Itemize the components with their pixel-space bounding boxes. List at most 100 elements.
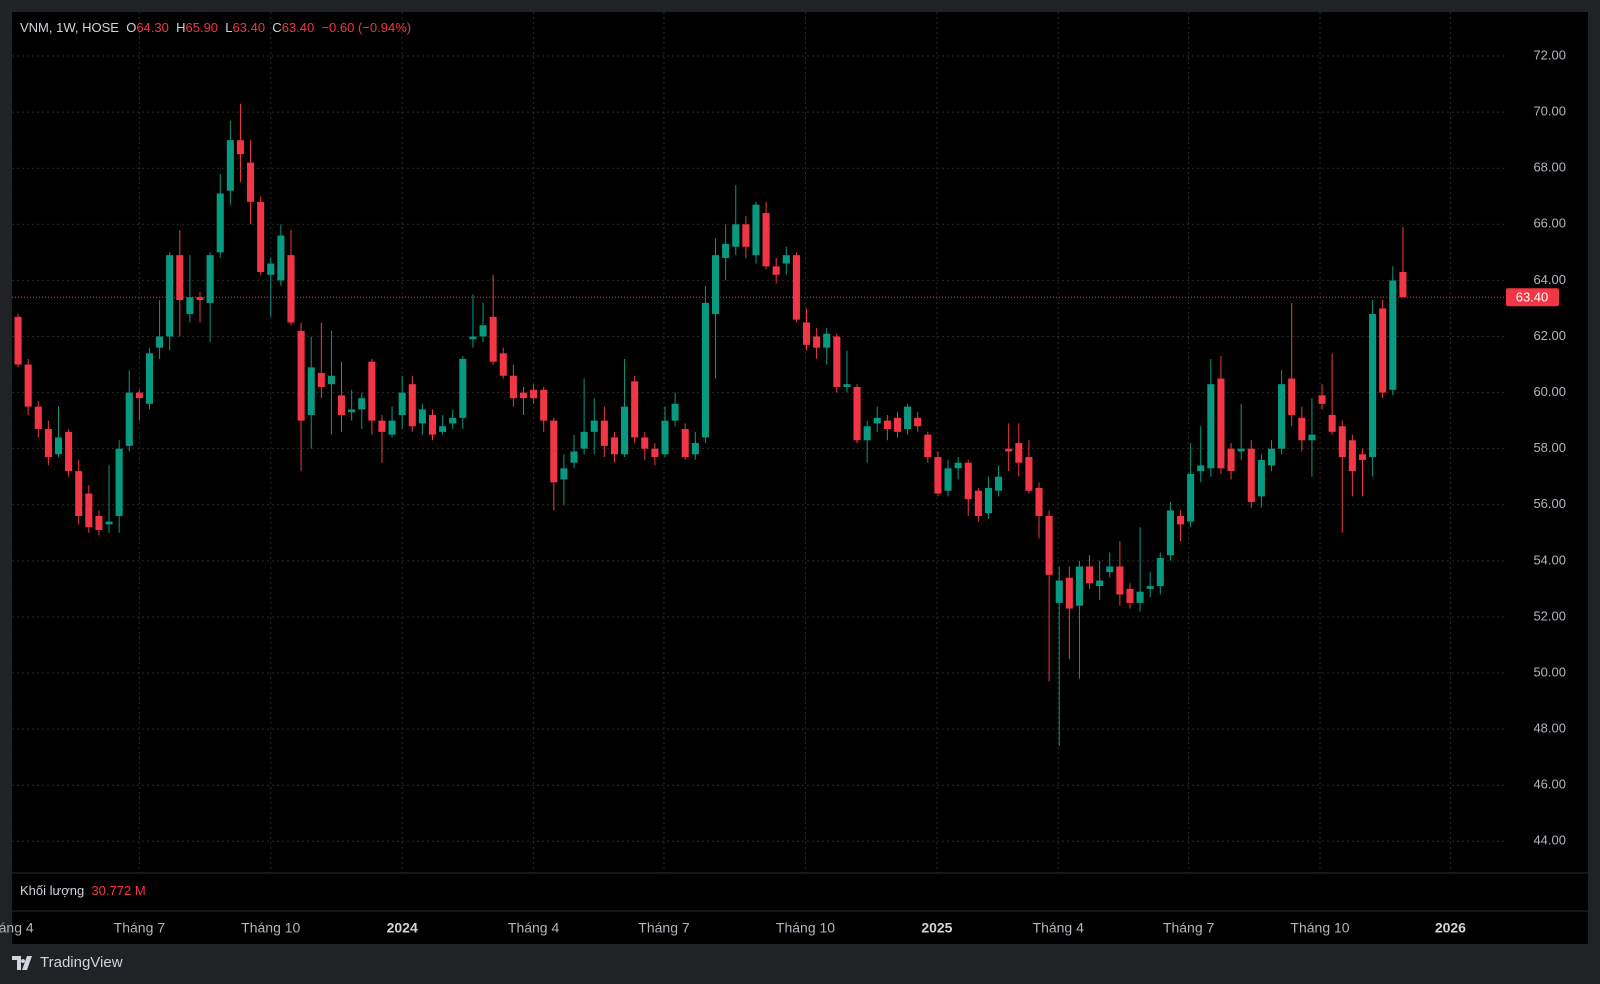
candle-body — [560, 468, 568, 480]
candle-body — [752, 204, 760, 256]
candle-body — [843, 384, 851, 387]
candle-body — [823, 333, 831, 348]
candle-body — [772, 266, 780, 275]
candle-body — [1005, 448, 1013, 452]
candle-body — [661, 420, 669, 455]
candle-body — [327, 375, 335, 385]
y-tick-label: 68.00 — [1533, 160, 1566, 175]
y-tick-label: 48.00 — [1533, 721, 1566, 736]
candle-body — [297, 330, 305, 421]
y-tick-label: 62.00 — [1533, 328, 1566, 343]
volume-legend: Khối lượng 30.772 M — [20, 883, 146, 898]
candle-body — [439, 426, 447, 432]
candle-body — [1065, 577, 1073, 609]
candle-body — [722, 243, 730, 258]
candle-body — [287, 255, 295, 323]
candle-body — [600, 420, 608, 446]
candle-body — [1257, 459, 1265, 497]
footer: TradingView — [12, 954, 123, 971]
candle-body — [418, 409, 426, 424]
candle-body — [176, 255, 184, 301]
symbol: VNM, 1W, HOSE — [20, 20, 119, 35]
candle-body — [610, 437, 618, 455]
candle-body — [1358, 454, 1367, 460]
close-label: C — [272, 20, 282, 35]
candle-body — [873, 417, 881, 424]
y-tick-label: 56.00 — [1533, 496, 1566, 511]
y-tick-label: 66.00 — [1533, 216, 1566, 231]
candle-body — [1379, 308, 1387, 393]
candle-body — [1328, 415, 1336, 432]
candle-body — [378, 420, 386, 432]
candle-body — [348, 409, 356, 413]
candle-body — [267, 263, 275, 275]
candle-body — [1166, 510, 1174, 556]
candle-body — [85, 493, 93, 528]
candle-body — [206, 255, 214, 303]
change: −0.60 (−0.94%) — [321, 20, 412, 35]
candle-body — [1389, 280, 1397, 390]
x-tick-label: 2024 — [387, 920, 418, 936]
candle-body — [1045, 515, 1053, 575]
y-tick-label: 46.00 — [1533, 777, 1566, 792]
candle-body — [914, 417, 922, 427]
chart-background — [12, 12, 1588, 944]
x-tick-label: Tháng 4 — [508, 920, 560, 936]
candle-body — [54, 437, 63, 455]
candle-body — [156, 336, 164, 348]
candle-body — [833, 336, 841, 387]
candle-body — [1136, 591, 1144, 603]
candle-body — [24, 364, 32, 407]
candle-body — [530, 389, 538, 399]
candles — [12, 103, 1505, 746]
candle-body — [1217, 378, 1225, 469]
candle-body — [570, 451, 578, 463]
candle-body — [479, 325, 487, 337]
candle-body — [216, 193, 224, 253]
candle-body — [105, 521, 113, 525]
candle-body — [802, 322, 811, 345]
y-tick-label: 70.00 — [1533, 104, 1566, 119]
candle-body — [1197, 465, 1205, 472]
low-value: 63.40 — [232, 20, 266, 35]
candle-body — [358, 398, 366, 410]
candle-body — [388, 420, 396, 435]
candle-body — [307, 367, 315, 416]
candle-body — [1055, 580, 1063, 603]
candle-body — [135, 392, 143, 399]
candle-body — [1247, 448, 1255, 502]
candle-body — [247, 162, 255, 202]
candle-body — [368, 361, 376, 421]
candle-body — [732, 224, 740, 247]
candle-body — [1308, 434, 1316, 441]
candle-body — [226, 140, 234, 191]
candle-body — [1399, 271, 1407, 298]
legend: VNM, 1W, HOSE O64.30 H65.90 L63.40 C63.4… — [20, 20, 411, 35]
open-label: O — [126, 20, 137, 35]
candle-body — [1086, 566, 1094, 584]
candle-body — [904, 406, 912, 430]
candle-body — [459, 358, 467, 418]
candle-body — [1369, 314, 1377, 458]
candle-body — [691, 443, 699, 455]
candle-body — [651, 448, 659, 458]
y-tick-label: 58.00 — [1533, 440, 1566, 455]
candle-body — [1156, 558, 1164, 587]
candle-body — [489, 316, 497, 362]
candle-body — [863, 426, 871, 441]
candle-body — [701, 302, 709, 438]
candle-body — [317, 372, 325, 387]
grid — [7, 12, 1505, 873]
candle-body — [974, 490, 982, 516]
candle-body — [934, 457, 942, 494]
candle-body — [1237, 448, 1245, 452]
candle-body — [95, 515, 103, 531]
candle-body — [44, 429, 52, 458]
y-tick-label: 64.00 — [1533, 272, 1566, 287]
candle-body — [1126, 588, 1134, 603]
candle-body — [408, 384, 416, 427]
x-tick-label: Tháng 4 — [1033, 920, 1085, 936]
candle-body — [681, 429, 689, 458]
candle-body — [1025, 457, 1033, 491]
